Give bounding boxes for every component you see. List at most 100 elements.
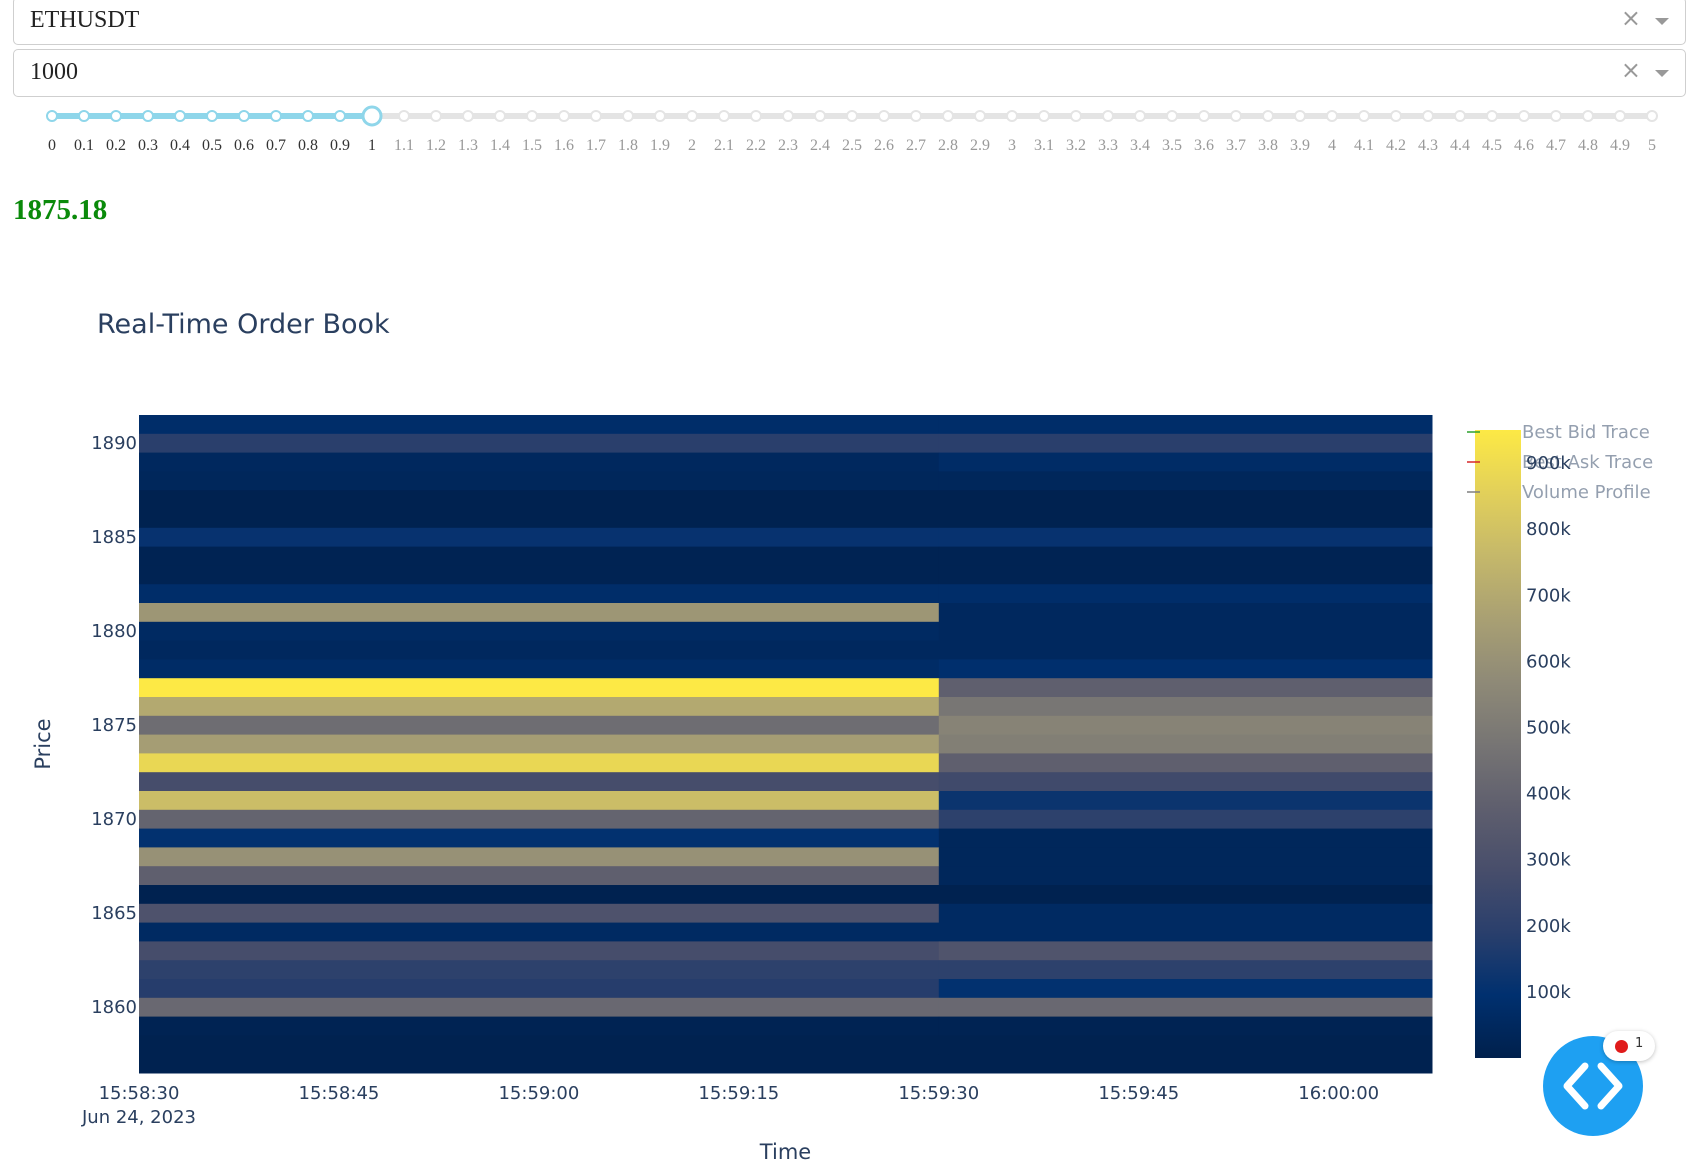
slider-dot[interactable] (878, 110, 890, 122)
heatmap-cell[interactable] (938, 509, 1433, 529)
heatmap-cell[interactable] (139, 941, 940, 961)
heatmap-cell[interactable] (938, 640, 1433, 660)
slider-dot[interactable] (1326, 110, 1338, 122)
slider-dot[interactable] (1102, 110, 1114, 122)
heatmap-cell[interactable] (139, 584, 940, 604)
heatmap-cell[interactable] (139, 922, 940, 942)
slider-dot[interactable] (1230, 110, 1242, 122)
slider-dot[interactable] (686, 110, 698, 122)
slider-dot[interactable] (174, 110, 186, 122)
heatmap-cell[interactable] (139, 753, 940, 773)
slider-dot[interactable] (1198, 110, 1210, 122)
legend-item[interactable]: Volume Profile (1522, 482, 1651, 503)
heatmap-cell[interactable] (938, 885, 1433, 905)
heatmap-cell[interactable] (139, 828, 940, 848)
heatmap-cell[interactable] (938, 847, 1433, 867)
heatmap-cell[interactable] (938, 960, 1433, 980)
slider-dot[interactable] (1582, 110, 1594, 122)
heatmap-cell[interactable] (139, 903, 940, 924)
slider-dot[interactable] (110, 110, 122, 122)
slider-handle[interactable] (361, 105, 383, 127)
slider-dot[interactable] (1390, 110, 1402, 122)
heatmap-cell[interactable] (938, 603, 1433, 623)
heatmap-cell[interactable] (938, 791, 1433, 811)
slider-dot[interactable] (1070, 110, 1082, 122)
heatmap-cell[interactable] (139, 960, 940, 980)
heatmap-cell[interactable] (139, 415, 940, 435)
heatmap-cell[interactable] (938, 922, 1433, 942)
slider-dot[interactable] (814, 110, 826, 122)
heatmap-cell[interactable] (938, 979, 1433, 999)
slider-dot[interactable] (654, 110, 666, 122)
order-book-heatmap[interactable]: 1860 1865 1870 1875 1880 1885 1890 15:58:30 Jun … (0, 380, 1692, 1161)
heatmap-cell[interactable] (938, 678, 1433, 698)
heatmap-cell[interactable] (139, 490, 940, 510)
slider-dot[interactable] (78, 110, 90, 122)
heatmap-cell[interactable] (938, 565, 1433, 585)
heatmap-cell[interactable] (139, 734, 940, 754)
legend-item[interactable]: Best Ask Trace (1522, 452, 1653, 473)
heatmap-cell[interactable] (139, 809, 940, 830)
chevron-down-icon[interactable] (1655, 18, 1669, 25)
heatmap-cell[interactable] (139, 509, 940, 529)
slider-dot[interactable] (334, 110, 346, 122)
heatmap-cell[interactable] (938, 433, 1433, 454)
heatmap-cell[interactable] (938, 772, 1433, 792)
heatmap-cell[interactable] (139, 885, 940, 905)
heatmap-cell[interactable] (139, 678, 940, 698)
heatmap-cell[interactable] (938, 1054, 1433, 1074)
heatmap-cell[interactable] (938, 527, 1433, 548)
slider-dot[interactable] (270, 110, 282, 122)
slider-dot[interactable] (238, 110, 250, 122)
slider-dot[interactable] (1550, 110, 1562, 122)
heatmap-cell[interactable] (938, 1035, 1433, 1055)
heatmap-cell[interactable] (938, 697, 1433, 717)
slider-dot[interactable] (1486, 110, 1498, 122)
slider-dot[interactable] (1646, 110, 1658, 122)
slider-dot[interactable] (1134, 110, 1146, 122)
slider-dot[interactable] (462, 110, 474, 122)
heatmap-cell[interactable] (139, 471, 940, 491)
heatmap-cell[interactable] (139, 1016, 940, 1036)
slider-dot[interactable] (942, 110, 954, 122)
slider-dot[interactable] (974, 110, 986, 122)
heatmap-cell[interactable] (938, 734, 1433, 754)
heatmap-cell[interactable] (938, 452, 1433, 472)
heatmap-cell[interactable] (938, 715, 1433, 736)
slider-dot[interactable] (1358, 110, 1370, 122)
heatmap-cell[interactable] (139, 1054, 940, 1074)
heatmap-cell[interactable] (139, 697, 940, 717)
heatmap-cell[interactable] (139, 715, 940, 736)
slider-dot[interactable] (302, 110, 314, 122)
slider-dot[interactable] (1614, 110, 1626, 122)
heatmap-cell[interactable] (938, 584, 1433, 604)
slider-dot[interactable] (1006, 110, 1018, 122)
slider-dot[interactable] (494, 110, 506, 122)
slider-dot[interactable] (910, 110, 922, 122)
heatmap-cell[interactable] (139, 1035, 940, 1055)
slider-dot[interactable] (46, 110, 58, 122)
heatmap-cell[interactable] (938, 809, 1433, 830)
heatmap-cell[interactable] (938, 621, 1433, 642)
slider-dot[interactable] (846, 110, 858, 122)
slider-dot[interactable] (622, 110, 634, 122)
heatmap-cell[interactable] (938, 903, 1433, 924)
slider-dot[interactable] (750, 110, 762, 122)
heatmap-cell[interactable] (139, 659, 940, 679)
close-icon[interactable]: × (1620, 56, 1641, 84)
slider-dot[interactable] (1262, 110, 1274, 122)
scale-slider[interactable]: 0 0.1 0.2 0.3 0.4 0.5 0.6 0.7 0.8 0.9 1 1.1 1.2 1.3 1.… (0, 104, 1692, 164)
heatmap-cell[interactable] (938, 941, 1433, 961)
heatmap-cell[interactable] (938, 753, 1433, 773)
slider-dot[interactable] (142, 110, 154, 122)
slider-dot[interactable] (526, 110, 538, 122)
depth-dropdown[interactable]: 1000 × (13, 49, 1686, 97)
heatmap-cell[interactable] (139, 433, 940, 454)
slider-dot[interactable] (718, 110, 730, 122)
slider-dot[interactable] (206, 110, 218, 122)
heatmap-cell[interactable] (139, 979, 940, 999)
heatmap-cell[interactable] (938, 471, 1433, 491)
heatmap-cell[interactable] (139, 621, 940, 642)
heatmap-cell[interactable] (938, 546, 1433, 566)
heatmap-cell[interactable] (139, 847, 940, 867)
